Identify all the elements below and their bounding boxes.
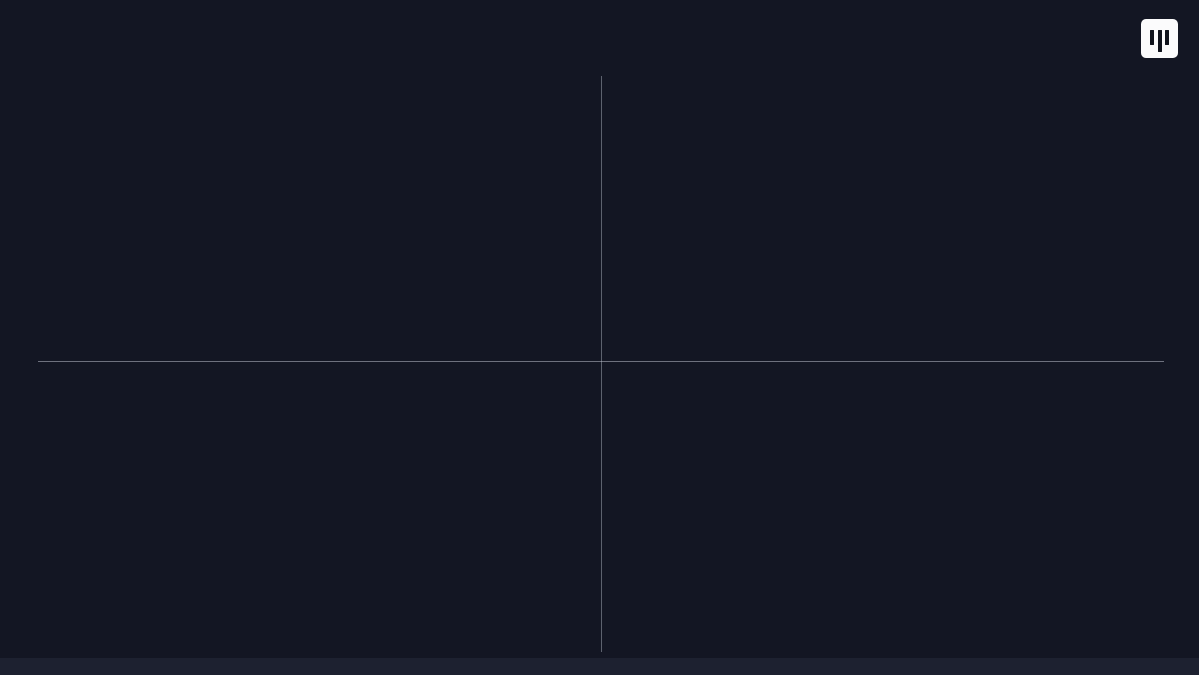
horizontal-divider (38, 361, 1164, 362)
active-addresses-plot (40, 362, 601, 658)
logo-bar-icon (1165, 30, 1169, 45)
chart-dapp-revenue (601, 64, 1161, 362)
blockworks-logo (1141, 19, 1178, 58)
logo-bar-icon (1150, 30, 1154, 45)
dapp-revenue-plot (601, 64, 1161, 362)
chart-total-active-addresses (40, 362, 601, 658)
vertical-divider (601, 76, 602, 652)
chart-layer1-real-economic-value (40, 64, 601, 362)
logo-bar-icon (1157, 30, 1162, 52)
stablecoin-supply-plot (601, 362, 1161, 658)
chart-stablecoin-supply (601, 362, 1161, 658)
layer1-economic-value-plot (40, 64, 601, 362)
footer-strip (0, 658, 1199, 675)
